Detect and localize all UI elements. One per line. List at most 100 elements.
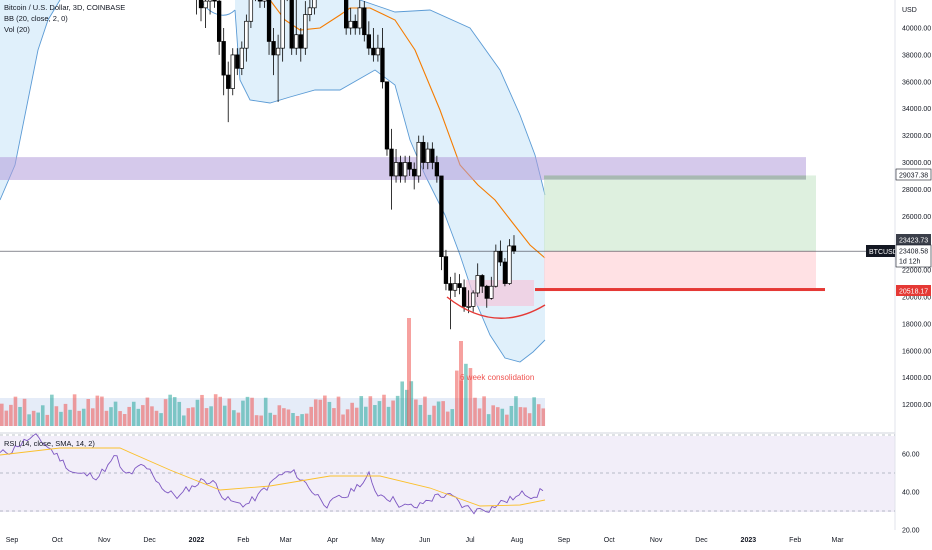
time-tick-label: 2022 xyxy=(189,537,205,544)
rsi-ma-line xyxy=(0,447,546,507)
volume-bar xyxy=(486,414,491,426)
time-tick-label: Mar xyxy=(280,537,293,544)
time-tick-label: May xyxy=(371,537,385,544)
candle-body xyxy=(421,141,426,163)
candle-body xyxy=(448,283,453,291)
price-tick-label: 36000.00 xyxy=(902,79,931,86)
volume-bar xyxy=(0,403,4,426)
volume-bar xyxy=(227,398,232,426)
price-tick-label: 20000.00 xyxy=(902,295,931,302)
candle-body xyxy=(362,7,367,36)
volume-bar xyxy=(323,395,327,426)
candle-body xyxy=(498,250,503,263)
volume-bar xyxy=(414,399,418,426)
candle-body xyxy=(452,283,458,291)
volume-bar xyxy=(250,397,254,426)
volume-bar xyxy=(327,401,332,426)
last-price-badge: 23408.58 1d 12h xyxy=(895,244,932,268)
volume-bar xyxy=(395,395,400,426)
time-axis[interactable]: Sep Oct Nov Dec 2022 Feb Mar Apr May Jun Jul Aug Sep… xyxy=(6,537,844,544)
legend-bb[interactable]: BB (20, close, 2, 0) xyxy=(4,14,68,23)
candle-body xyxy=(357,7,362,29)
volume-bar xyxy=(95,395,100,426)
volume-bar xyxy=(332,408,336,426)
candle-body xyxy=(239,47,244,69)
volume-bar xyxy=(213,394,218,426)
candle-body xyxy=(271,41,276,56)
volume-bar xyxy=(373,405,377,426)
target-price-label: 29037.38 xyxy=(899,173,928,180)
candle-body xyxy=(480,275,485,287)
volume-bar xyxy=(418,404,423,426)
volume-bar xyxy=(209,406,213,426)
volume-bar xyxy=(91,408,95,426)
time-tick-label: Sep xyxy=(558,537,571,544)
volume-bar xyxy=(273,414,277,426)
candle-body xyxy=(266,0,272,42)
candle-body xyxy=(457,283,462,288)
volume-bar xyxy=(514,396,518,426)
volume-bar xyxy=(541,408,546,426)
legend-symbol[interactable]: Bitcoin / U.S. Dollar, 3D, COINBASE xyxy=(4,3,125,12)
volume-bar xyxy=(455,370,459,426)
volume-bar xyxy=(191,407,195,426)
candle-body xyxy=(348,20,353,29)
candle-body xyxy=(402,162,408,177)
bb-upper-line xyxy=(359,0,546,196)
candle-body xyxy=(475,275,480,294)
legend-rsi[interactable]: RSI (14, close, SMA, 14, 2) xyxy=(4,439,95,448)
target-price-badge: 29037.38 xyxy=(895,168,932,181)
time-tick-label: Sep xyxy=(6,537,19,544)
ticker-label: BTCUSD xyxy=(869,249,898,256)
volume-bar xyxy=(359,396,364,426)
volume-bar xyxy=(104,410,109,426)
price-tick-label: 26000.00 xyxy=(902,214,931,221)
volume-bar xyxy=(318,399,323,426)
volume-bar xyxy=(163,399,168,426)
rsi-pane-bg xyxy=(0,436,895,512)
candle-body xyxy=(280,0,285,49)
candle-body xyxy=(489,285,494,299)
rounded-bottom-arc xyxy=(446,296,546,319)
axis-currency[interactable]: USD xyxy=(902,7,917,14)
volume-bar xyxy=(268,412,273,426)
candle-body xyxy=(353,20,358,29)
time-tick-label: Jun xyxy=(419,537,430,544)
volume-bar xyxy=(72,394,77,426)
volume-bar xyxy=(523,407,527,426)
volume-bar xyxy=(109,407,113,426)
volume-bar xyxy=(368,396,373,426)
time-tick-label: Mar xyxy=(832,537,845,544)
price-axis[interactable]: 40000.00 38000.00 36000.00 34000.00 32000.00… xyxy=(902,26,931,535)
target-line xyxy=(544,175,806,180)
volume-bar xyxy=(404,389,409,426)
volume-bar xyxy=(159,413,163,426)
volume-bar xyxy=(468,368,473,426)
candle-body xyxy=(262,0,267,2)
volume-bar xyxy=(186,408,191,426)
legend-vol[interactable]: Vol (20) xyxy=(4,25,30,34)
candle-body xyxy=(235,54,240,69)
volume-bar xyxy=(309,406,313,426)
bb-band-fill-left xyxy=(0,0,60,200)
candlesticks xyxy=(196,0,517,330)
candle-body xyxy=(244,20,249,49)
volume-bar xyxy=(172,397,177,426)
consolidation-label: 6 week consolidation xyxy=(460,373,534,382)
volume-bar xyxy=(68,409,72,426)
time-tick-label: Feb xyxy=(789,537,801,544)
volume-bar xyxy=(177,401,182,426)
candle-body xyxy=(221,41,226,76)
volume-bar xyxy=(532,397,536,426)
volume-bar xyxy=(286,409,291,426)
volume-bar xyxy=(204,408,209,426)
candle-body xyxy=(198,0,204,9)
candle-body xyxy=(303,14,308,49)
volume-bar xyxy=(31,410,36,426)
candle-body xyxy=(393,162,399,177)
time-tick-label: Oct xyxy=(52,537,63,544)
volume-bar xyxy=(518,407,523,426)
price-tick-label: 12000.00 xyxy=(902,402,931,409)
candle-body xyxy=(507,245,512,284)
